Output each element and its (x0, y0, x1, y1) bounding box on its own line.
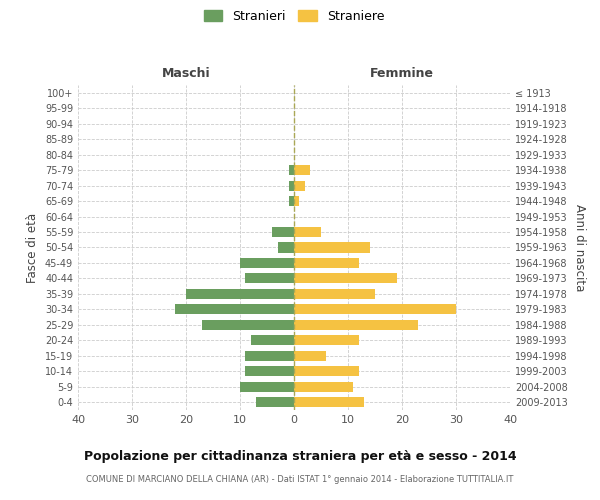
Bar (272, 227, 294, 237)
Bar (294, 258, 359, 268)
Y-axis label: Fasce di età: Fasce di età (26, 212, 39, 282)
Text: Femmine: Femmine (370, 67, 434, 80)
Bar (256, 397, 294, 407)
Bar (289, 165, 294, 175)
Bar (245, 351, 294, 361)
Bar (289, 180, 294, 190)
Bar (294, 289, 375, 299)
Bar (251, 336, 294, 345)
Bar (175, 304, 294, 314)
Text: Maschi: Maschi (161, 67, 211, 80)
Bar (294, 165, 310, 175)
Bar (202, 320, 294, 330)
Bar (294, 351, 326, 361)
Bar (294, 304, 456, 314)
Bar (294, 382, 353, 392)
Bar (289, 196, 294, 206)
Text: Popolazione per cittadinanza straniera per età e sesso - 2014: Popolazione per cittadinanza straniera p… (83, 450, 517, 463)
Bar (240, 382, 294, 392)
Bar (294, 196, 299, 206)
Bar (186, 289, 294, 299)
Bar (294, 227, 321, 237)
Text: COMUNE DI MARCIANO DELLA CHIANA (AR) - Dati ISTAT 1° gennaio 2014 - Elaborazione: COMUNE DI MARCIANO DELLA CHIANA (AR) - D… (86, 475, 514, 484)
Bar (294, 180, 305, 190)
Bar (294, 336, 359, 345)
Bar (294, 366, 359, 376)
Bar (245, 274, 294, 283)
Bar (245, 366, 294, 376)
Bar (294, 242, 370, 252)
Bar (294, 274, 397, 283)
Bar (294, 320, 418, 330)
Y-axis label: Anni di nascita: Anni di nascita (573, 204, 586, 291)
Bar (278, 242, 294, 252)
Bar (240, 258, 294, 268)
Legend: Stranieri, Straniere: Stranieri, Straniere (199, 5, 389, 28)
Bar (294, 397, 364, 407)
